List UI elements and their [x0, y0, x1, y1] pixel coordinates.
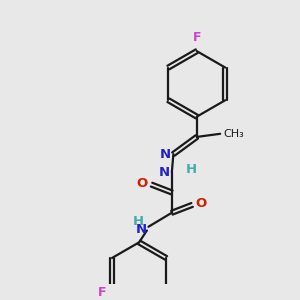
Text: H: H [133, 214, 144, 228]
Text: N: N [159, 166, 170, 179]
Text: F: F [98, 286, 106, 299]
Text: H: H [186, 163, 197, 176]
Text: CH₃: CH₃ [223, 129, 244, 139]
Text: O: O [196, 197, 207, 210]
Text: N: N [160, 148, 171, 160]
Text: O: O [136, 177, 148, 190]
Text: F: F [193, 31, 201, 44]
Text: N: N [136, 223, 147, 236]
